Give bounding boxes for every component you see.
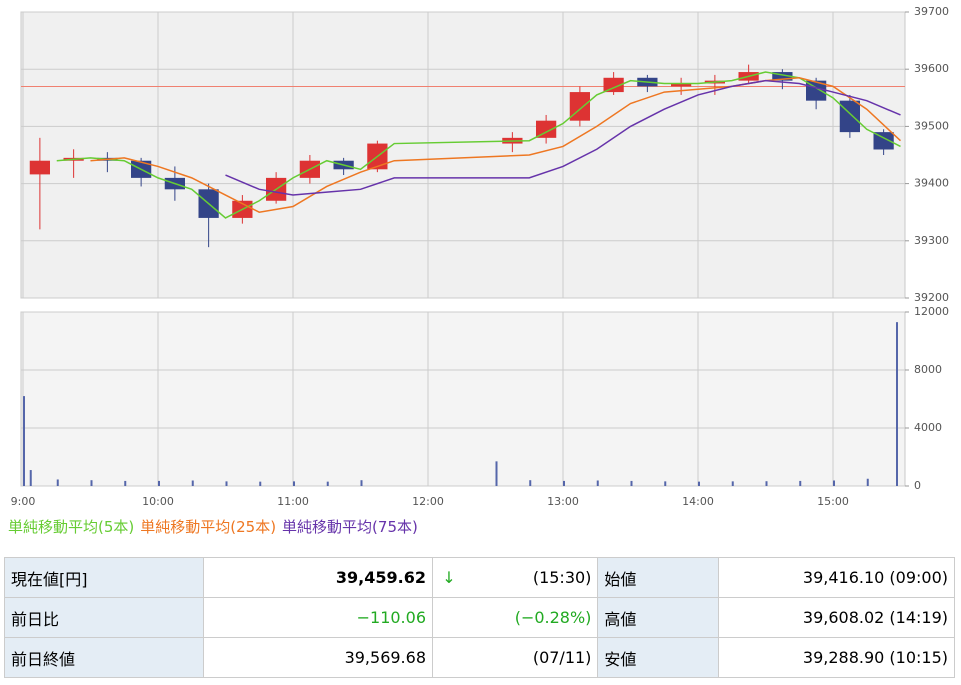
- volume-bar: [124, 480, 127, 486]
- candle-body: [873, 132, 894, 150]
- table-cell: (07/11): [465, 637, 599, 678]
- volume-bar: [799, 480, 802, 486]
- y-tick-label: 39500: [914, 119, 949, 132]
- y-tick-label: 39700: [914, 5, 949, 18]
- x-tick-label: 9:00: [11, 495, 36, 508]
- volume-bar: [326, 481, 329, 486]
- candle-body: [536, 120, 557, 138]
- table-cell: 39,416.10 (09:00): [718, 557, 955, 598]
- volume-bar: [495, 461, 498, 486]
- table-cell: ↓: [432, 557, 465, 598]
- table-row: 前日比 −110.06 (−0.28%) 高値 39,608.02 (14:19): [4, 597, 955, 638]
- y-tick-label: 8000: [914, 363, 942, 376]
- table-cell: 始値: [597, 557, 720, 598]
- volume-bar: [360, 480, 363, 486]
- candle-body: [671, 83, 692, 87]
- ma-line: [90, 77, 902, 213]
- y-tick-label: 39400: [914, 177, 949, 190]
- table-cell: 安値: [597, 637, 720, 678]
- volume-bar: [56, 479, 59, 486]
- legend-entry: 単純移動平均(25本): [140, 518, 277, 536]
- candle-body: [29, 160, 50, 175]
- table-cell: (15:30): [465, 557, 599, 598]
- quote-table: 現在値[円] 39,459.62 ↓ (15:30) 始値 39,416.10 (09:0…: [4, 557, 955, 678]
- table-cell: 39,288.90 (10:15): [718, 637, 955, 678]
- table-cell: 前日終値: [4, 637, 204, 678]
- table-cell: [432, 597, 465, 638]
- volume-bar: [630, 480, 633, 486]
- table-cell: −110.06: [203, 597, 433, 638]
- legend: 単純移動平均(5本) 単純移動平均(25本) 単純移動平均(75本): [8, 516, 424, 537]
- x-tick-label: 11:00: [277, 495, 309, 508]
- x-tick-label: 10:00: [142, 495, 174, 508]
- volume-bar: [664, 481, 667, 486]
- ma-line: [225, 79, 901, 196]
- volume-bar: [29, 470, 32, 486]
- table-cell: 39,608.02 (14:19): [718, 597, 955, 638]
- volume-bar: [90, 480, 93, 486]
- y-tick-label: 0: [914, 479, 921, 492]
- table-cell: (−0.28%): [465, 597, 599, 638]
- table-cell: 高値: [597, 597, 720, 638]
- plot-area: [20, 11, 906, 299]
- volume-bar: [765, 481, 768, 486]
- table-row: 現在値[円] 39,459.62 ↓ (15:30) 始値 39,416.10 (09:0…: [4, 557, 955, 598]
- table-cell: 現在値[円]: [4, 557, 204, 598]
- volume-bar: [866, 478, 869, 486]
- candle-body: [839, 100, 860, 133]
- chart: 39200 39300 39400 39500 39600 39700 0 4000 8000 1…: [11, 5, 949, 508]
- y-tick-label: 39200: [914, 291, 949, 304]
- volume-bar: [293, 481, 295, 486]
- volume-bar: [896, 322, 898, 486]
- plot-area: [20, 311, 906, 487]
- volume-bar: [698, 481, 700, 486]
- candle-body: [569, 92, 590, 121]
- volume-bar: [225, 481, 228, 486]
- y-tick-label: 39600: [914, 62, 949, 75]
- x-tick-label: 15:00: [817, 495, 849, 508]
- candle-body: [603, 77, 624, 93]
- x-tick-label: 13:00: [547, 495, 579, 508]
- volume-bar: [529, 480, 532, 486]
- volume-bar: [731, 481, 734, 486]
- y-tick-label: 4000: [914, 421, 942, 434]
- volume-bar: [596, 480, 599, 486]
- table-cell: 39,459.62: [203, 557, 433, 598]
- candle-body: [772, 72, 793, 81]
- volume-bar: [563, 480, 565, 486]
- x-tick-label: 12:00: [412, 495, 444, 508]
- table-row: 前日終値 39,569.68 (07/11) 安値 39,288.90 (10:15): [4, 637, 955, 678]
- ma-line: [56, 71, 901, 219]
- x-tick-label: 14:00: [682, 495, 714, 508]
- volume-bar: [833, 480, 835, 486]
- table-cell: [432, 637, 465, 678]
- volume-bar: [23, 396, 25, 486]
- volume-bar: [158, 480, 160, 486]
- legend-entry: 単純移動平均(5本): [8, 518, 135, 536]
- table-cell: 前日比: [4, 597, 204, 638]
- y-tick-label: 39300: [914, 234, 949, 247]
- volume-bar: [191, 480, 194, 486]
- legend-entry: 単純移動平均(75本): [282, 518, 418, 536]
- table-cell: 39,569.68: [203, 637, 433, 678]
- volume-bar: [259, 481, 262, 486]
- y-tick-label: 12000: [914, 305, 949, 318]
